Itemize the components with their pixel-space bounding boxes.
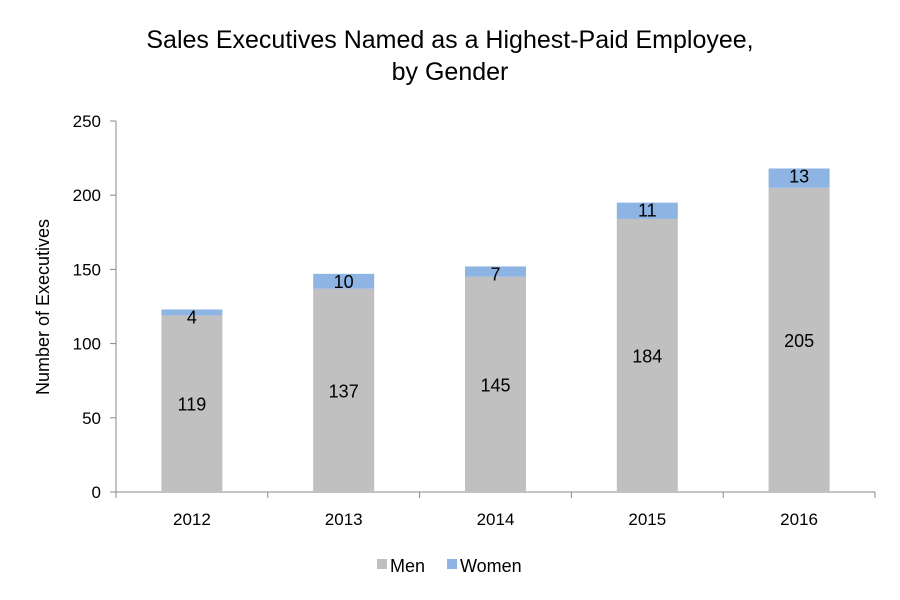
y-tick-label: 100 — [73, 335, 101, 354]
data-label-men-2014: 145 — [480, 375, 510, 395]
bar-women-2013 — [313, 273, 375, 289]
x-tick-label-2013: 2013 — [325, 510, 363, 529]
bar-women-2014 — [465, 266, 526, 277]
data-label-men-2012: 119 — [178, 395, 207, 415]
data-label-women-2015: 11 — [638, 201, 657, 221]
x-tick-label-2015: 2015 — [628, 510, 666, 529]
bar-women-2016 — [768, 168, 830, 188]
y-tick-label: 150 — [73, 260, 101, 279]
x-tick-label-2014: 2014 — [477, 510, 515, 529]
legend-label-men: Men — [390, 556, 425, 576]
chart-data-labels: 119 4 137 10 145 7 184 11 205 13 — [178, 166, 815, 414]
bar-men-2014 — [465, 276, 526, 492]
bar-men-2016 — [768, 187, 830, 492]
chart-title: Sales Executives Named as a Highest-Paid… — [0, 24, 900, 88]
data-label-men-2013: 137 — [329, 381, 359, 401]
chart-title-line-2: by Gender — [391, 58, 509, 86]
bar-men-2015 — [616, 218, 678, 492]
legend-label-women: Women — [460, 556, 522, 576]
y-axis-title: Number of Executives — [33, 219, 53, 395]
data-label-men-2016: 205 — [784, 331, 814, 351]
chart-bars — [161, 168, 830, 492]
chart-title-line-1: Sales Executives Named as a Highest-Paid… — [146, 26, 754, 54]
legend-swatch-women — [447, 559, 457, 569]
y-tick-label: 250 — [73, 112, 101, 131]
chart-legend: Men Women — [377, 556, 522, 576]
bar-men-2013 — [313, 288, 375, 492]
bar-men-2012 — [161, 315, 223, 492]
bar-women-2012 — [161, 309, 223, 316]
data-label-men-2015: 184 — [632, 346, 662, 366]
data-label-women-2013: 10 — [334, 272, 354, 292]
x-tick-label-2012: 2012 — [173, 510, 211, 529]
y-tick-label: 0 — [92, 483, 101, 502]
data-label-women-2012: 4 — [187, 307, 197, 327]
data-label-women-2014: 7 — [490, 264, 500, 284]
legend-swatch-men — [377, 559, 387, 569]
x-tick-label-2016: 2016 — [780, 510, 818, 529]
data-label-women-2016: 13 — [789, 166, 809, 186]
bar-women-2015 — [616, 202, 678, 219]
chart-axes: 0 50 100 150 200 250 2012 2013 2014 2015 2016 — [73, 112, 876, 529]
y-tick-label: 200 — [73, 186, 101, 205]
y-tick-label: 50 — [82, 409, 101, 428]
